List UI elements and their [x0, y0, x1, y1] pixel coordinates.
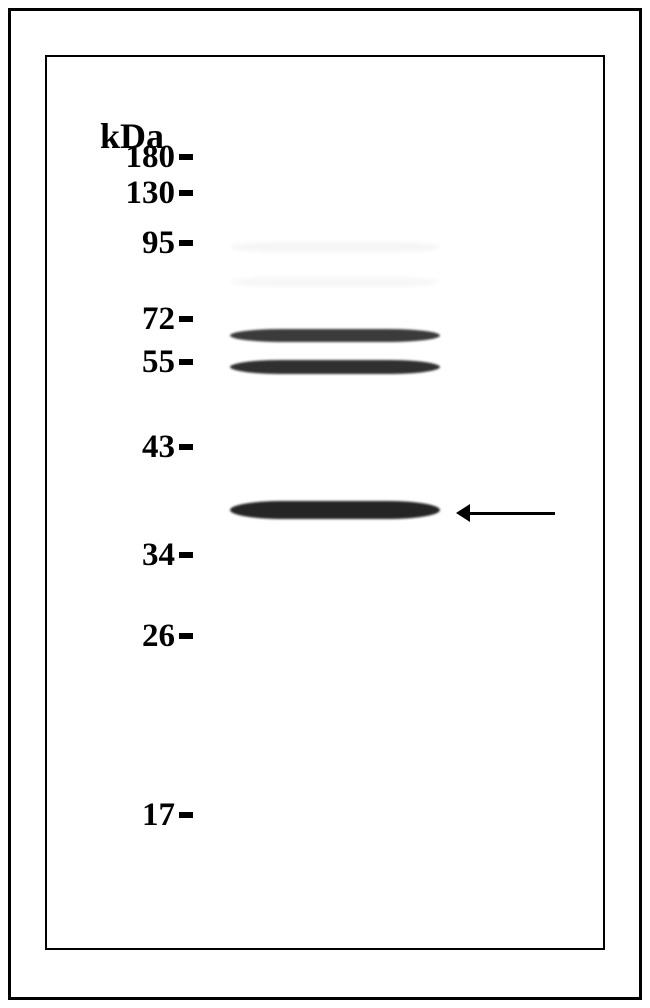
- blot-band: [230, 242, 440, 252]
- ladder-label: 72: [105, 301, 175, 338]
- ladder-tick: [179, 190, 193, 196]
- target-arrow-head-icon: [456, 504, 470, 522]
- ladder-tick: [179, 552, 193, 558]
- ladder-label: 55: [105, 344, 175, 381]
- ladder-label: 130: [105, 175, 175, 212]
- ladder-tick: [179, 633, 193, 639]
- ladder-label: 17: [105, 797, 175, 834]
- ladder-tick: [179, 316, 193, 322]
- blot-band: [230, 360, 440, 374]
- ladder-label: 26: [105, 618, 175, 655]
- ladder-label: 180: [105, 139, 175, 176]
- target-arrow-line: [465, 512, 555, 515]
- ladder-tick: [179, 154, 193, 160]
- blot-band: [230, 501, 440, 519]
- ladder-tick: [179, 812, 193, 818]
- ladder-label: 95: [105, 225, 175, 262]
- blot-band: [230, 329, 440, 342]
- ladder-tick: [179, 240, 193, 246]
- ladder-tick: [179, 444, 193, 450]
- ladder-label: 34: [105, 537, 175, 574]
- blot-band: [230, 277, 440, 287]
- ladder-tick: [179, 359, 193, 365]
- ladder-label: 43: [105, 429, 175, 466]
